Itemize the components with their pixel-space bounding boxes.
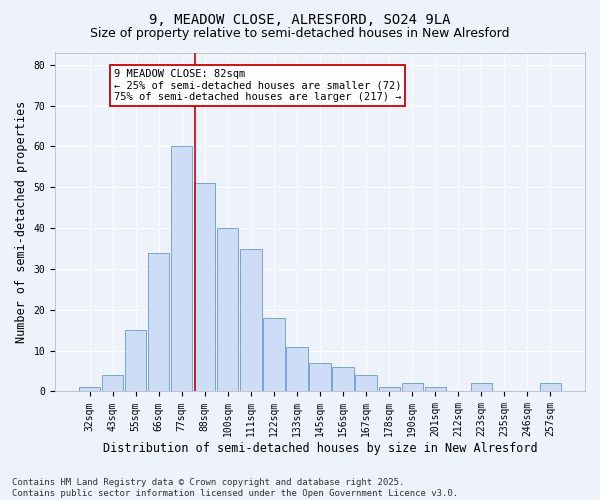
Bar <box>148 252 169 392</box>
Bar <box>102 375 124 392</box>
Bar <box>355 375 377 392</box>
Bar <box>217 228 238 392</box>
Bar <box>401 384 423 392</box>
Y-axis label: Number of semi-detached properties: Number of semi-detached properties <box>15 101 28 343</box>
Bar <box>425 388 446 392</box>
Bar <box>171 146 193 392</box>
Bar <box>470 384 492 392</box>
Text: 9, MEADOW CLOSE, ALRESFORD, SO24 9LA: 9, MEADOW CLOSE, ALRESFORD, SO24 9LA <box>149 12 451 26</box>
Text: Size of property relative to semi-detached houses in New Alresford: Size of property relative to semi-detach… <box>90 28 510 40</box>
Bar <box>125 330 146 392</box>
Bar <box>194 183 215 392</box>
Bar <box>332 367 353 392</box>
Text: Contains HM Land Registry data © Crown copyright and database right 2025.
Contai: Contains HM Land Registry data © Crown c… <box>12 478 458 498</box>
Bar <box>379 388 400 392</box>
Text: 9 MEADOW CLOSE: 82sqm
← 25% of semi-detached houses are smaller (72)
75% of semi: 9 MEADOW CLOSE: 82sqm ← 25% of semi-deta… <box>114 69 401 102</box>
Bar <box>79 388 100 392</box>
Bar <box>310 363 331 392</box>
Bar <box>263 318 284 392</box>
Bar <box>540 384 561 392</box>
Bar <box>241 248 262 392</box>
Bar <box>286 346 308 392</box>
X-axis label: Distribution of semi-detached houses by size in New Alresford: Distribution of semi-detached houses by … <box>103 442 538 455</box>
